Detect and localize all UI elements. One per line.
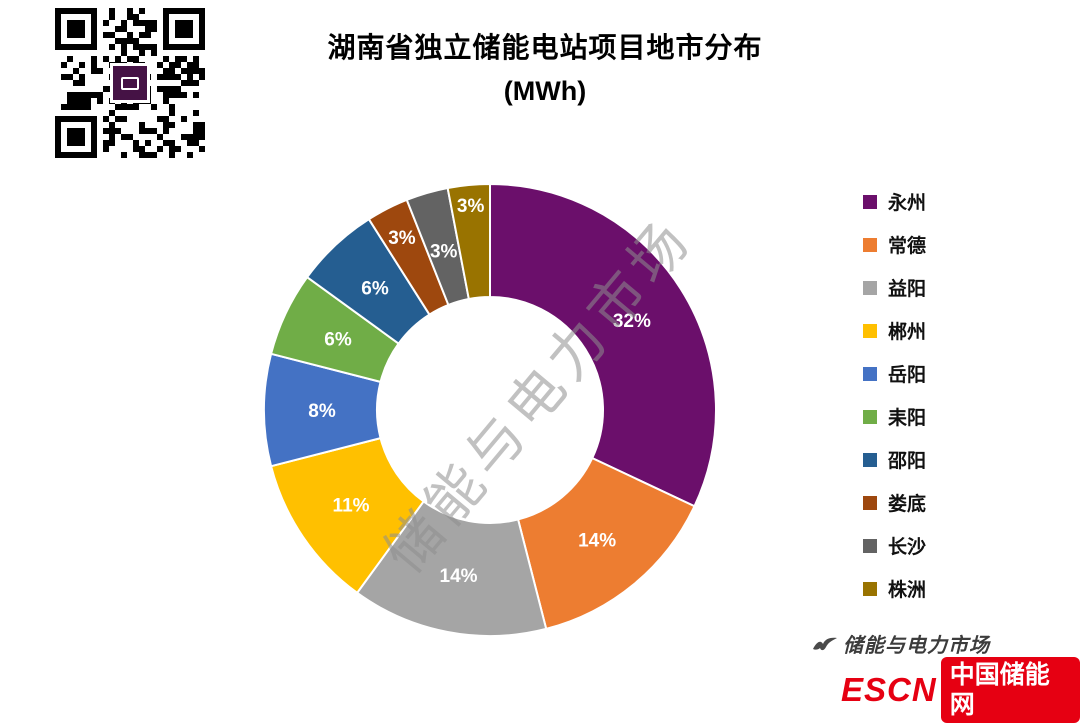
legend-swatch bbox=[863, 452, 877, 467]
slice-percent-label: 6% bbox=[361, 279, 389, 300]
slice-percent-label: 32% bbox=[613, 311, 651, 332]
slice-percent-label: 14% bbox=[578, 530, 616, 551]
legend-label: 常德 bbox=[888, 236, 927, 257]
qr-code bbox=[55, 8, 205, 158]
qr-pattern bbox=[55, 8, 205, 158]
slice-percent-label: 3% bbox=[388, 228, 416, 249]
slice-percent-label: 3% bbox=[430, 242, 458, 263]
legend-label: 耒阳 bbox=[888, 408, 927, 429]
escn-logo: ESCN 中国储能网 bbox=[841, 657, 1080, 723]
legend-item: 常德 bbox=[863, 223, 926, 266]
slice-percent-label: 8% bbox=[308, 401, 336, 422]
chart-subtitle: (MWh) bbox=[503, 76, 587, 106]
donut-slice bbox=[446, 182, 491, 301]
escn-site-badge: 中国储能网 bbox=[940, 657, 1080, 723]
slice-percent-label: 6% bbox=[324, 329, 352, 350]
legend-label: 郴州 bbox=[888, 322, 927, 343]
legend-swatch bbox=[863, 538, 877, 553]
legend-item: 郴州 bbox=[863, 309, 926, 352]
legend-item: 永州 bbox=[863, 180, 926, 223]
donut-slice bbox=[489, 182, 717, 508]
bird-logo-icon bbox=[813, 637, 837, 651]
footer-brand: 储能与电力市场 bbox=[812, 629, 990, 658]
legend-label: 永州 bbox=[888, 193, 927, 214]
legend-item: 益阳 bbox=[863, 266, 926, 309]
legend-item: 耒阳 bbox=[863, 395, 926, 438]
legend-swatch bbox=[863, 409, 877, 424]
qr-logo-icon bbox=[113, 66, 147, 100]
qr-center-logo bbox=[110, 63, 150, 103]
legend-label: 娄底 bbox=[888, 494, 927, 515]
donut-chart: 32% 14% 14% 11% 8% 6% 6% 3% 3% 3% bbox=[263, 182, 717, 637]
escn-text: ESCN bbox=[841, 671, 937, 708]
legend-label: 岳阳 bbox=[888, 365, 927, 386]
legend: 永州常德益阳郴州岳阳耒阳邵阳娄底长沙株洲 bbox=[863, 180, 926, 610]
legend-swatch bbox=[863, 237, 877, 252]
chart-title: 湖南省独立储能电站项目地市分布 bbox=[327, 32, 763, 63]
legend-swatch bbox=[863, 581, 877, 596]
legend-item: 岳阳 bbox=[863, 352, 926, 395]
footer-brand-text: 储能与电力市场 bbox=[843, 633, 990, 657]
legend-item: 株洲 bbox=[863, 567, 926, 610]
legend-swatch bbox=[863, 280, 877, 295]
legend-item: 娄底 bbox=[863, 481, 926, 524]
legend-item: 邵阳 bbox=[863, 438, 926, 481]
legend-label: 株洲 bbox=[888, 580, 927, 601]
slice-percent-label: 11% bbox=[333, 495, 370, 516]
legend-swatch bbox=[863, 366, 877, 381]
legend-label: 长沙 bbox=[888, 537, 927, 558]
legend-label: 益阳 bbox=[888, 279, 927, 300]
slice-percent-label: 14% bbox=[440, 566, 478, 587]
legend-swatch bbox=[863, 323, 877, 338]
legend-label: 邵阳 bbox=[888, 451, 927, 472]
legend-swatch bbox=[863, 194, 877, 209]
slice-percent-label: 3% bbox=[457, 196, 485, 217]
legend-swatch bbox=[863, 495, 877, 510]
legend-item: 长沙 bbox=[863, 524, 926, 567]
